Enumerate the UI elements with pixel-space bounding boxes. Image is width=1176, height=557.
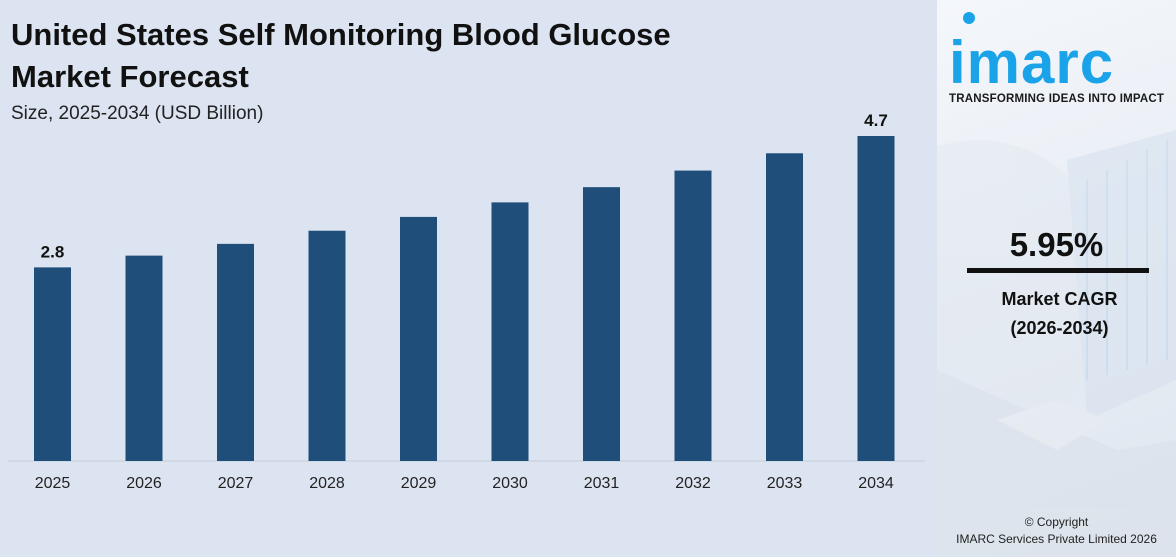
bar-chart: 2025 2026 2027 2028 2029 2030 2031 2032 2033 2034… xyxy=(8,111,925,492)
x-tick-label-2031: 2031 xyxy=(584,475,620,492)
bar-2025 xyxy=(34,267,71,461)
cagr-label-line2: (2026-2034) xyxy=(1010,318,1109,338)
copyright-line1: © Copyright xyxy=(1024,515,1089,529)
x-tick-label-2025: 2025 xyxy=(35,475,71,492)
bar-2030 xyxy=(491,202,529,461)
cagr-divider xyxy=(967,268,1149,273)
logo-tagline: TRANSFORMING IDEAS INTO IMPACT xyxy=(949,93,1165,105)
cagr-label-line1: Market CAGR xyxy=(1001,289,1118,309)
bar-2034 xyxy=(857,136,895,461)
bar-2032 xyxy=(674,170,712,461)
chart-title: United States Self Monitoring Blood Gluc… xyxy=(11,17,671,94)
x-tick-label-2030: 2030 xyxy=(492,475,528,492)
logo-wordmark: imarc xyxy=(949,29,1115,96)
copyright: © Copyright IMARC Services Private Limit… xyxy=(937,514,1176,548)
x-tick-label-2034: 2034 xyxy=(858,475,894,492)
background-chart-graphic xyxy=(937,130,1176,557)
x-tick-label-2033: 2033 xyxy=(767,475,803,492)
bar-2028 xyxy=(308,230,346,461)
side-panel: imarc TRANSFORMING IDEAS INTO IMPACT 5.9… xyxy=(937,0,1176,557)
bar-2026 xyxy=(125,255,163,461)
data-label-2025: 2.8 xyxy=(41,242,65,261)
cagr-value: 5.95% xyxy=(1009,226,1104,263)
logo-dot xyxy=(963,12,975,24)
copyright-line2: IMARC Services Private Limited 2026 xyxy=(956,532,1157,546)
x-tick-label-2026: 2026 xyxy=(126,475,162,492)
chart-panel: United States Self Monitoring Blood Gluc… xyxy=(8,17,925,492)
x-tick-label-2032: 2032 xyxy=(675,475,711,492)
chart-subtitle: Size, 2025-2034 (USD Billion) xyxy=(11,103,264,124)
data-label-2034: 4.7 xyxy=(864,111,888,130)
bar-2029 xyxy=(400,216,437,461)
cagr-label: Market CAGR (2026-2034) xyxy=(937,285,1176,343)
bar-2031 xyxy=(583,187,620,461)
x-tick-label-2028: 2028 xyxy=(309,475,345,492)
bar-2033 xyxy=(766,153,803,461)
x-tick-label-2029: 2029 xyxy=(401,475,437,492)
bar-2027 xyxy=(217,243,254,461)
x-tick-label-2027: 2027 xyxy=(218,475,254,492)
